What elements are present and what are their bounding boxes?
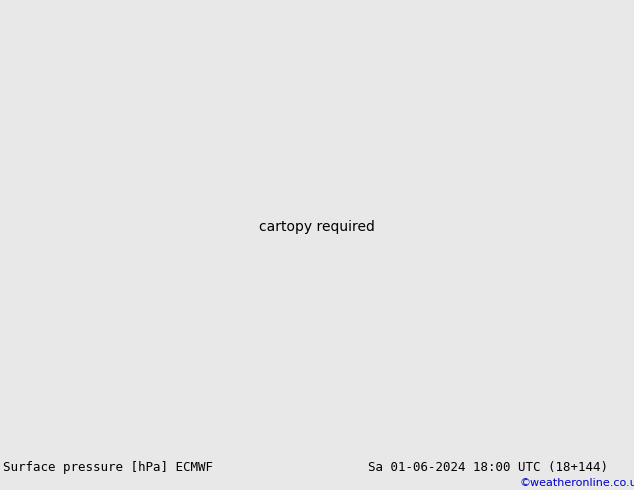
Text: cartopy required: cartopy required (259, 220, 375, 234)
Text: Sa 01-06-2024 18:00 UTC (18+144): Sa 01-06-2024 18:00 UTC (18+144) (368, 461, 608, 474)
Text: ©weatheronline.co.uk: ©weatheronline.co.uk (520, 478, 634, 488)
Text: Surface pressure [hPa] ECMWF: Surface pressure [hPa] ECMWF (3, 461, 213, 474)
